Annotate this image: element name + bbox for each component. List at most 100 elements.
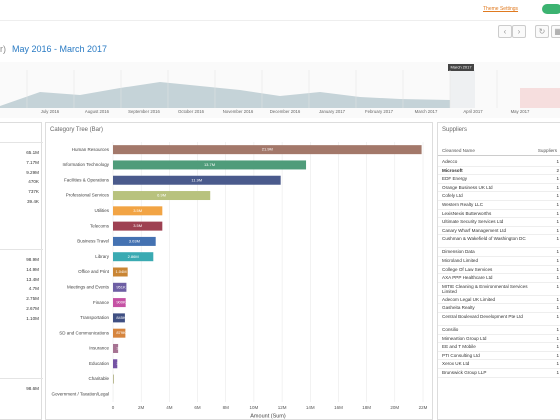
supplier-name: Cushman & Wakefield of Washington DC (442, 236, 526, 242)
summary-value: 4.7M (28, 286, 39, 292)
bar (113, 282, 127, 292)
table-row[interactable]: EDF Energy 1 (438, 175, 560, 184)
bar (113, 267, 128, 277)
next-button[interactable]: › (512, 25, 526, 38)
table-row[interactable]: Dimension Data 1 (438, 248, 560, 257)
table-row[interactable]: Adecom Legal UK Limited 1 (438, 296, 560, 305)
supplier-name: Adecom Legal UK Limited (442, 296, 496, 302)
value-label: 3.5M (133, 208, 142, 213)
category-label: Transportation (80, 315, 109, 320)
panel-title: Suppliers (442, 127, 468, 133)
table-row[interactable]: AXA PPP Healthcare Ltd 1 (438, 274, 560, 283)
category-label: Insurance (89, 346, 109, 351)
x-tick-label: 0 (112, 405, 115, 410)
refresh-button[interactable]: ↻ (535, 25, 549, 38)
table-row[interactable]: Orange Business UK Ltd 1 (438, 184, 560, 193)
column-header: Suppliers (537, 148, 557, 153)
table-row[interactable]: Consilio 1 (438, 326, 560, 335)
summary-value: 470K (28, 179, 39, 185)
supplier-count: 1 (556, 344, 559, 350)
bar (113, 236, 156, 246)
bar (113, 206, 163, 216)
supplier-count: 1 (556, 227, 559, 233)
supplier-count: 1 (556, 361, 559, 367)
toggle[interactable] (542, 4, 560, 14)
supplier-count: 1 (556, 275, 559, 281)
theme-settings-link[interactable]: Theme Settings (483, 6, 519, 12)
summary-value: 14.9M (26, 266, 39, 272)
table-row[interactable]: Gasheita Realty 1 (438, 304, 560, 313)
supplier-name: Orange Business UK Ltd (442, 184, 493, 190)
supplier-name: Dimension Data (442, 249, 475, 255)
month-label: March 2017 (415, 109, 438, 114)
bar (113, 359, 118, 369)
month-label: July 2016 (41, 109, 60, 114)
value-label: 3.5M (133, 223, 142, 228)
summary-value: 1.10M (26, 315, 39, 321)
header-rule (438, 155, 560, 156)
bar (113, 328, 126, 338)
bar (113, 343, 119, 353)
table-row[interactable]: Xerox UK Ltd 1 (438, 360, 560, 369)
table-row[interactable]: Cushman & Wakefield of Washington DC 1 (438, 235, 560, 249)
table-row[interactable]: MITIE Cleaning & Environmental Services … (438, 283, 560, 296)
timeline-area (0, 82, 450, 108)
category-label: Library (95, 254, 110, 259)
x-tick-label: 8M (223, 405, 230, 410)
supplier-count: 1 (556, 335, 559, 341)
value-label: 6.9M (157, 193, 166, 198)
bar (113, 313, 125, 323)
value-label: 900K (116, 300, 126, 305)
category-label: Utilities (94, 208, 109, 213)
supplier-name: Microsoft (442, 167, 463, 173)
x-tick-label: 4M (166, 405, 173, 410)
table-row[interactable]: Cofely Ltd 1 (438, 192, 560, 201)
category-label: Education (89, 361, 110, 366)
x-tick-label: 14M (306, 405, 315, 410)
timeline[interactable]: July 2016 August 2016 September 2016 Octobe… (0, 62, 560, 118)
table-row[interactable]: Brunswick Group LLP 1 (438, 369, 560, 378)
table-row[interactable]: PTI Consulting Ltd 1 (438, 352, 560, 361)
table-row[interactable]: Microland Limited 1 (438, 257, 560, 266)
month-label: January 2017 (319, 109, 346, 114)
x-tick-label: 20M (390, 405, 399, 410)
table-row[interactable]: EE and T Mobile 1 (438, 343, 560, 352)
prev-button[interactable]: ‹ (498, 25, 512, 38)
value-label: 1.70K (116, 391, 127, 396)
timeline-future (520, 88, 560, 108)
table-row[interactable]: LexisNexis Butterworths 1 (438, 210, 560, 219)
x-tick-label: 16M (334, 405, 343, 410)
supplier-count: 1 (556, 314, 559, 319)
bar (113, 374, 114, 384)
month-label: May 2017 (511, 109, 530, 114)
table-row[interactable]: College Of Law Services 1 (438, 266, 560, 275)
calendar-button[interactable]: ▦ (551, 25, 560, 38)
value-label: 364K (116, 346, 126, 351)
value-label: 845K (116, 315, 126, 320)
bar (113, 175, 281, 185)
month-label: February 2017 (365, 109, 394, 114)
supplier-name: Western Realty LLC (442, 202, 484, 207)
value-label: 951K (116, 284, 126, 289)
supplier-name: Ultimate Security Services Ltd (442, 219, 504, 225)
x-tick-label: 18M (362, 405, 371, 410)
category-label: Charitable (88, 376, 109, 381)
bar (113, 160, 307, 170)
table-row[interactable]: Microsoft 2 (438, 167, 560, 176)
table-row[interactable]: Mimeartion Group Ltd 1 (438, 335, 560, 344)
supplier-name: EE and T Mobile (442, 344, 476, 350)
supplier-name: PTI Consulting Ltd (442, 352, 480, 358)
value-label: 304K (116, 361, 126, 366)
table-row[interactable]: Adecco 1 (438, 158, 560, 167)
supplier-name: Xerox UK Ltd (442, 361, 470, 367)
supplier-count: 1 (556, 296, 559, 302)
table-row[interactable]: Ultimate Security Services Ltd 1 (438, 218, 560, 227)
table-row[interactable]: Canary Wharf Management Ltd 1 (438, 227, 560, 236)
table-row[interactable]: Western Realty LLC 1 (438, 201, 560, 210)
value-label: 879K (116, 330, 126, 335)
month-label: October 2016 (178, 109, 205, 114)
table-row[interactable]: Central Boulevard Development Pte Ltd 1 (438, 313, 560, 326)
date-range-title: May 2016 - March 2017 (12, 44, 108, 54)
summary-value: 13.4M (26, 276, 39, 282)
